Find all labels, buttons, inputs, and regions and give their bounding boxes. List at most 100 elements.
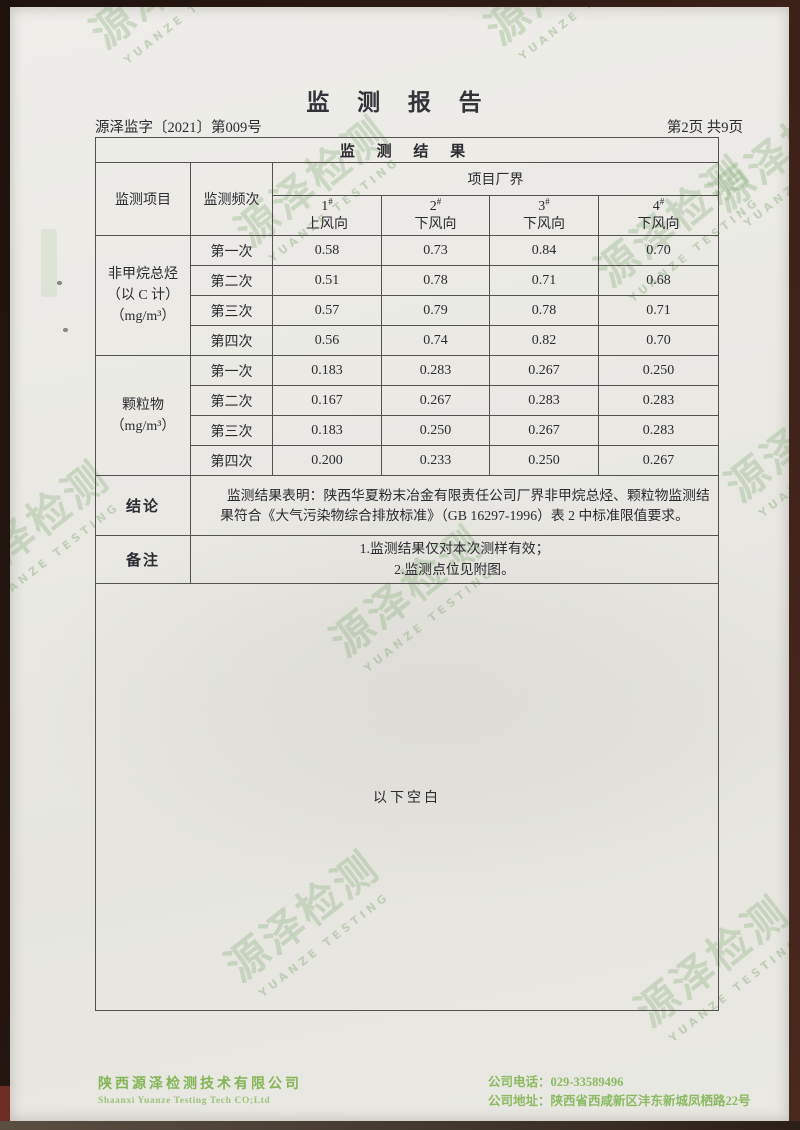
footer-phone: 公司电话：029-33589496	[488, 1075, 624, 1089]
result-cell: 0.51	[272, 265, 382, 296]
document-meta-row: 源泽监字〔2021〕第009号 第2页 共9页	[95, 116, 743, 137]
page-indicator: 第2页 共9页	[666, 120, 743, 136]
column-id: 2#	[384, 196, 487, 216]
table-subheader-row: 1# 上风向 2# 下风向 3# 下风向 4# 下风向	[96, 195, 720, 236]
footer-company-en: Shaanxi Yuanze Testing Tech CO;Ltd	[98, 1096, 271, 1106]
hash-mark: #	[436, 196, 442, 207]
column-id: 1#	[275, 196, 379, 216]
conclusion-row: 结论 监测结果表明：陕西华夏粉末冶金有限责任公司厂界非甲烷总烃、颗粒物监测结果符…	[95, 475, 720, 536]
result-cell: 0.78	[489, 295, 599, 326]
column-number: 3	[538, 199, 546, 214]
parameter-line: （以 C 计）	[106, 288, 180, 303]
watermark-text-en: YUANZE TESTING	[516, 7, 653, 63]
remark-line: 1.监测结果仅对本次测样有效；	[359, 540, 550, 556]
column-number: 4	[652, 199, 660, 214]
column-wind-direction: 下风向	[414, 216, 457, 232]
doc-number: 源泽监字〔2021〕第009号	[95, 120, 262, 136]
frequency-cell: 第三次	[190, 295, 273, 326]
result-cell: 0.70	[597, 325, 720, 356]
header-project-boundary: 项目厂界	[271, 162, 720, 196]
monitoring-results-table: 监 测 结 果 监测项目 监测频次 项目厂界 1# 上风向 2# 下风向 3# …	[94, 137, 720, 1011]
column-header-1: 1# 上风向	[272, 195, 382, 236]
parameter-line: （mg/m³）	[110, 418, 176, 434]
parameter-line: 颗粒物	[122, 397, 164, 413]
watermark-text-cn: 源泽检测	[463, 7, 658, 63]
result-cell: 0.267	[381, 385, 490, 416]
column-id: 4#	[601, 196, 716, 216]
frequency-cell: 第二次	[190, 385, 273, 416]
result-cell: 0.283	[489, 385, 599, 416]
column-wind-direction: 下风向	[637, 216, 680, 232]
remark-label: 备注	[95, 535, 191, 584]
result-cell: 0.250	[597, 355, 720, 386]
result-cell: 0.167	[272, 385, 382, 416]
frequency-cell: 第三次	[190, 415, 273, 446]
column-header-3: 3# 下风向	[489, 195, 599, 236]
blank-row: 以下空白	[94, 583, 720, 1011]
frequency-cell: 第一次	[190, 235, 273, 266]
table-row: 第三次 0.183 0.250 0.267 0.283	[96, 415, 720, 446]
result-cell: 0.78	[381, 265, 490, 296]
parameter-cell-particulate: 颗粒物 （mg/m³）	[95, 355, 191, 476]
result-cell: 0.58	[272, 235, 382, 266]
remark-text: 1.监测结果仅对本次测样有效； 2.监测点位见附图。	[189, 535, 720, 584]
blank-below-note: 以下空白	[94, 583, 720, 1011]
result-cell: 0.283	[597, 385, 720, 416]
result-cell: 0.267	[489, 415, 599, 446]
watermark: 源泽检测 YUANZE TESTING	[68, 7, 272, 79]
frequency-cell: 第二次	[190, 265, 273, 296]
result-cell: 0.250	[489, 445, 599, 476]
table-row: 第三次 0.57 0.79 0.78 0.71	[96, 295, 720, 326]
staple-hole	[63, 328, 68, 332]
column-number: 1	[321, 199, 329, 214]
hash-mark: #	[545, 196, 550, 207]
header-monitoring-frequency: 监测频次	[190, 162, 273, 236]
result-cell: 0.283	[381, 355, 490, 386]
footer-company: 陕西源泽检测技术有限公司 Shaanxi Yuanze Testing Tech…	[98, 1073, 302, 1106]
staple-hole	[57, 281, 62, 285]
column-wind-direction: 下风向	[523, 216, 565, 232]
parameter-line: （mg/m³）	[110, 309, 176, 324]
remark-row: 备注 1.监测结果仅对本次测样有效； 2.监测点位见附图。	[95, 535, 720, 584]
hash-mark: #	[659, 196, 665, 207]
desk-surface-edge	[0, 1121, 800, 1130]
table-row: 第二次 0.51 0.78 0.71 0.68	[96, 265, 720, 296]
result-cell: 0.79	[381, 295, 490, 326]
watermark: 源泽检测 YUANZE TESTING	[463, 7, 667, 75]
result-cell: 0.250	[381, 415, 490, 446]
result-cell: 0.200	[272, 445, 382, 476]
result-cell: 0.57	[272, 295, 382, 326]
result-cell: 0.183	[272, 415, 382, 446]
result-cell: 0.71	[597, 295, 720, 326]
frequency-cell: 第四次	[190, 445, 273, 476]
conclusion-label: 结论	[95, 475, 191, 536]
column-header-2: 2# 下风向	[381, 195, 490, 236]
hash-mark: #	[328, 196, 333, 207]
result-cell: 0.283	[597, 415, 720, 446]
frequency-cell: 第一次	[190, 355, 273, 386]
parameter-line: 非甲烷总烃	[108, 267, 178, 282]
table-row: 颗粒物 （mg/m³） 第一次 0.183 0.283 0.267 0.250	[95, 355, 720, 476]
result-cell: 0.70	[597, 235, 720, 266]
header-monitoring-item: 监测项目	[95, 162, 191, 236]
table-row: 第四次 0.200 0.233 0.250 0.267	[96, 445, 720, 476]
result-cell: 0.183	[272, 355, 382, 386]
column-id: 3#	[492, 196, 596, 216]
footer-contact: 公司电话：029-33589496 公司地址：陕西省西咸新区沣东新城凤栖路22号	[488, 1073, 751, 1112]
footer-address: 公司地址：陕西省西咸新区沣东新城凤栖路22号	[488, 1094, 751, 1109]
table-row: 第四次 0.56 0.74 0.82 0.70	[96, 325, 720, 356]
watermark-text-cn: 源泽检测	[68, 7, 263, 67]
result-cell: 0.71	[489, 265, 599, 296]
report-page: 源泽检测 YUANZE TESTING 源泽检测 YUANZE TESTING …	[10, 7, 789, 1121]
page-title: 监 测 报 告	[306, 90, 493, 115]
table-title: 监 测 结 果	[94, 137, 720, 163]
remark-line: 2.监测点位见附图。	[394, 561, 515, 577]
photo-edge-red-fragment	[0, 1086, 13, 1126]
table-header-row: 监测项目 监测频次 项目厂界	[95, 162, 720, 236]
column-wind-direction: 上风向	[306, 216, 348, 232]
watermark-text-en: YUANZE TESTING	[121, 7, 258, 67]
result-cell: 0.68	[597, 265, 720, 296]
result-cell: 0.84	[489, 235, 599, 266]
result-cell: 0.74	[381, 325, 490, 356]
conclusion-text: 监测结果表明：陕西华夏粉末冶金有限责任公司厂界非甲烷总烃、颗粒物监测结果符合《大…	[189, 475, 720, 536]
